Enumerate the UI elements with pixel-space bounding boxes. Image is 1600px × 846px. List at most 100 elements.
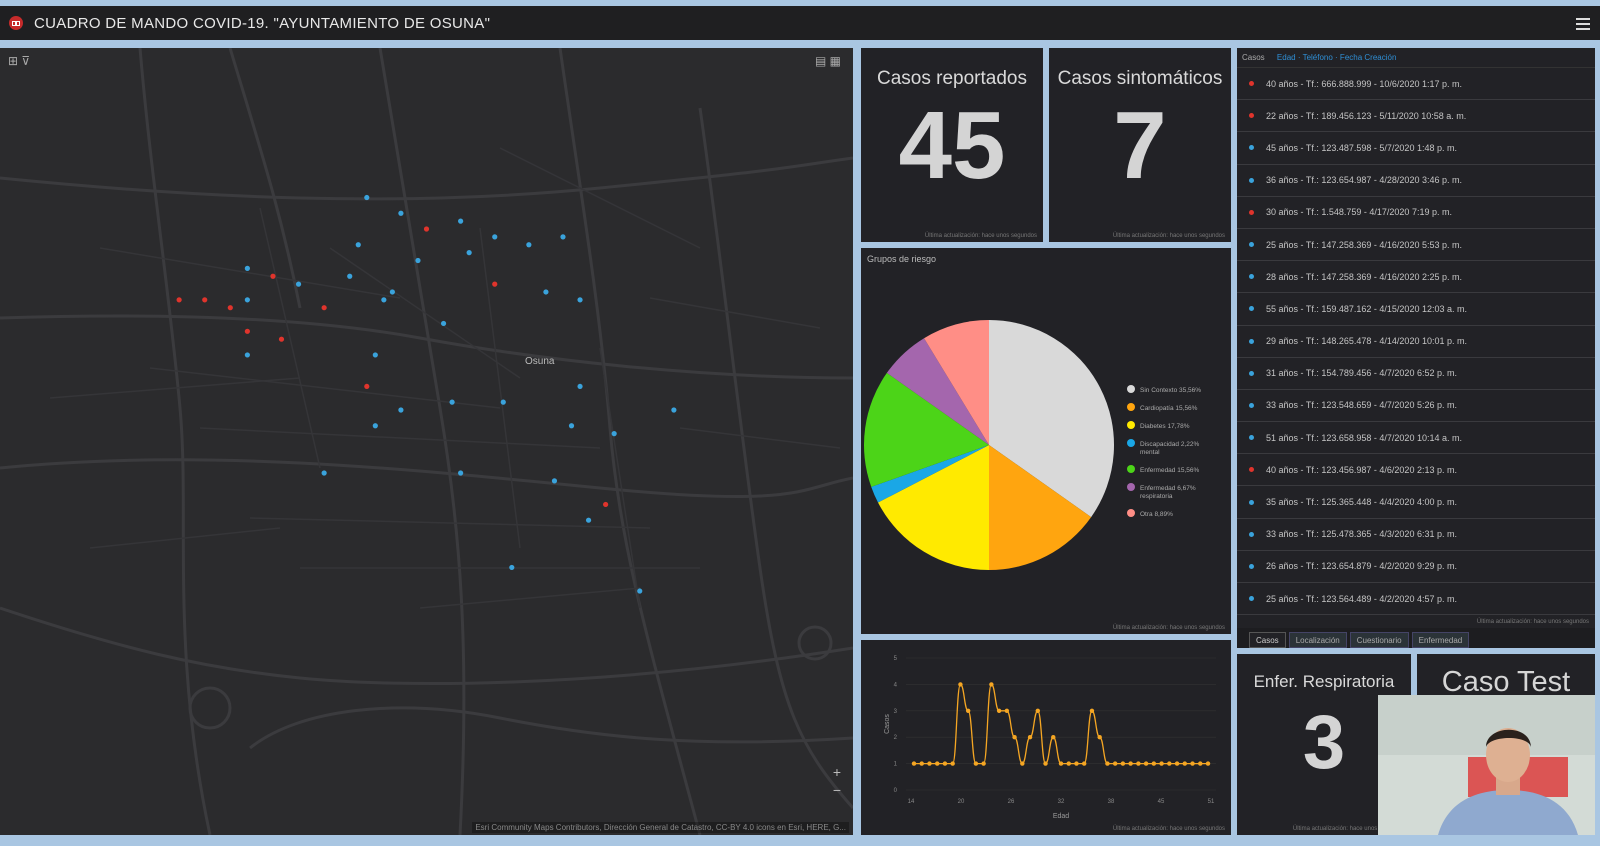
list-tabs[interactable]: Casos Localización Cuestionario Enfermed… bbox=[1237, 628, 1595, 648]
line-point[interactable] bbox=[1120, 761, 1126, 766]
line-point[interactable] bbox=[981, 761, 986, 766]
case-point[interactable] bbox=[244, 297, 250, 303]
list-item[interactable]: 25 años - Tf.: 123.564.489 - 4/2/2020 4:… bbox=[1237, 583, 1595, 616]
case-point[interactable] bbox=[321, 470, 327, 476]
line-point[interactable] bbox=[1097, 735, 1102, 740]
case-point[interactable] bbox=[637, 588, 643, 594]
case-point[interactable] bbox=[543, 289, 549, 295]
list-item[interactable]: 55 años - Tf.: 159.487.162 - 4/15/2020 1… bbox=[1237, 293, 1595, 326]
list-item[interactable]: 36 años - Tf.: 123.654.987 - 4/28/2020 3… bbox=[1237, 165, 1595, 197]
pie-slice[interactable] bbox=[886, 338, 989, 445]
list-item[interactable]: 40 años - Tf.: 123.456.987 - 4/6/2020 2:… bbox=[1237, 454, 1595, 487]
list-item[interactable]: 45 años - Tf.: 123.487.598 - 5/7/2020 1:… bbox=[1237, 132, 1595, 165]
case-point[interactable] bbox=[603, 501, 609, 508]
line-point[interactable] bbox=[1128, 761, 1133, 766]
case-point[interactable] bbox=[372, 423, 378, 429]
case-point[interactable] bbox=[381, 297, 387, 303]
case-point[interactable] bbox=[423, 226, 430, 232]
tab-cuestionario[interactable]: Cuestionario bbox=[1349, 632, 1409, 648]
map-view[interactable]: ⊞ ⊽ ▤ ▦ Osuna + − Esri Community Maps Con… bbox=[0, 48, 853, 835]
case-point[interactable] bbox=[458, 218, 464, 224]
list-item[interactable]: 22 años - Tf.: 189.456.123 - 5/11/2020 1… bbox=[1237, 100, 1595, 133]
pie-slice[interactable] bbox=[989, 445, 1092, 570]
line-point[interactable] bbox=[996, 708, 1002, 713]
pie-slice[interactable] bbox=[924, 320, 989, 445]
case-point[interactable] bbox=[585, 517, 592, 523]
list-item[interactable]: 35 años - Tf.: 125.365.448 - 4/4/2020 4:… bbox=[1237, 486, 1595, 519]
case-point[interactable] bbox=[355, 242, 361, 248]
line-point[interactable] bbox=[1167, 761, 1172, 766]
line-point[interactable] bbox=[1143, 761, 1149, 766]
line-point[interactable] bbox=[1027, 735, 1033, 740]
list-item[interactable]: 40 años - Tf.: 666.888.999 - 10/6/2020 1… bbox=[1237, 68, 1595, 101]
line-point[interactable] bbox=[958, 682, 963, 687]
line-point[interactable] bbox=[1043, 761, 1048, 766]
line-point[interactable] bbox=[965, 708, 971, 713]
line-point[interactable] bbox=[1105, 761, 1110, 766]
line-point[interactable] bbox=[1190, 761, 1195, 766]
case-point[interactable] bbox=[347, 273, 353, 279]
case-point[interactable] bbox=[398, 210, 404, 216]
line-point[interactable] bbox=[942, 761, 948, 766]
case-point[interactable] bbox=[449, 399, 455, 405]
case-point[interactable] bbox=[577, 383, 583, 390]
case-point[interactable] bbox=[364, 383, 370, 390]
pie-slice[interactable] bbox=[878, 445, 989, 570]
zoom-controls[interactable]: + − bbox=[832, 764, 841, 798]
tab-localizacion[interactable]: Localización bbox=[1288, 632, 1347, 648]
line-point[interactable] bbox=[927, 761, 932, 766]
line-point[interactable] bbox=[919, 761, 924, 766]
line-point[interactable] bbox=[950, 761, 955, 766]
list-item[interactable]: 30 años - Tf.: 1.548.759 - 4/17/2020 7:1… bbox=[1237, 197, 1595, 229]
list-item[interactable]: 25 años - Tf.: 147.258.369 - 4/16/2020 5… bbox=[1237, 229, 1595, 262]
case-point[interactable] bbox=[321, 305, 327, 311]
line-point[interactable] bbox=[1205, 761, 1211, 766]
case-point[interactable] bbox=[509, 564, 515, 571]
list-item[interactable]: 29 años - Tf.: 148.265.478 - 4/14/2020 1… bbox=[1237, 326, 1595, 358]
case-point[interactable] bbox=[568, 423, 575, 429]
line-point[interactable] bbox=[1074, 761, 1079, 766]
line-point[interactable] bbox=[1151, 761, 1157, 766]
case-point[interactable] bbox=[492, 281, 498, 287]
line-point[interactable] bbox=[1182, 761, 1187, 766]
case-point[interactable] bbox=[176, 297, 182, 303]
case-point[interactable] bbox=[466, 250, 472, 256]
list-sort-fields[interactable]: Edad · Teléfono · Fecha Creación bbox=[1276, 53, 1397, 62]
case-point[interactable] bbox=[415, 257, 421, 264]
case-point[interactable] bbox=[560, 234, 566, 240]
line-point[interactable] bbox=[1089, 708, 1095, 713]
case-point[interactable] bbox=[551, 478, 558, 484]
case-point[interactable] bbox=[440, 320, 447, 327]
list-item[interactable]: 26 años - Tf.: 123.654.879 - 4/2/2020 9:… bbox=[1237, 551, 1595, 583]
pie-slice[interactable] bbox=[989, 320, 1114, 518]
line-point[interactable] bbox=[1066, 761, 1071, 766]
case-point[interactable] bbox=[398, 407, 404, 413]
case-point[interactable] bbox=[244, 352, 250, 358]
line-point[interactable] bbox=[1082, 761, 1087, 766]
case-point[interactable] bbox=[671, 407, 677, 413]
case-point[interactable] bbox=[278, 336, 285, 342]
line-point[interactable] bbox=[1004, 708, 1010, 713]
pie-slice[interactable] bbox=[871, 445, 989, 503]
case-point[interactable] bbox=[492, 234, 498, 240]
case-point[interactable] bbox=[526, 242, 532, 248]
case-point[interactable] bbox=[270, 273, 276, 279]
tab-enfermedad[interactable]: Enfermedad bbox=[1411, 632, 1470, 648]
list-item[interactable]: 51 años - Tf.: 123.658.958 - 4/7/2020 10… bbox=[1237, 422, 1595, 455]
line-point[interactable] bbox=[1058, 761, 1064, 766]
case-point[interactable] bbox=[611, 431, 617, 437]
case-point[interactable] bbox=[244, 265, 250, 271]
case-point[interactable] bbox=[500, 399, 506, 405]
case-point[interactable] bbox=[389, 289, 395, 295]
line-point[interactable] bbox=[1159, 761, 1164, 766]
list-item[interactable]: 31 años - Tf.: 154.789.456 - 4/7/2020 6:… bbox=[1237, 358, 1595, 390]
case-point[interactable] bbox=[577, 297, 583, 303]
case-point[interactable] bbox=[372, 352, 378, 358]
line-point[interactable] bbox=[1112, 761, 1118, 766]
list-item[interactable]: 28 años - Tf.: 147.258.369 - 4/16/2020 2… bbox=[1237, 261, 1595, 294]
hamburger-menu-icon[interactable] bbox=[1576, 18, 1590, 30]
case-point[interactable] bbox=[202, 297, 208, 303]
case-point[interactable] bbox=[227, 305, 233, 311]
line-point[interactable] bbox=[1051, 735, 1056, 740]
line-point[interactable] bbox=[1198, 761, 1203, 766]
